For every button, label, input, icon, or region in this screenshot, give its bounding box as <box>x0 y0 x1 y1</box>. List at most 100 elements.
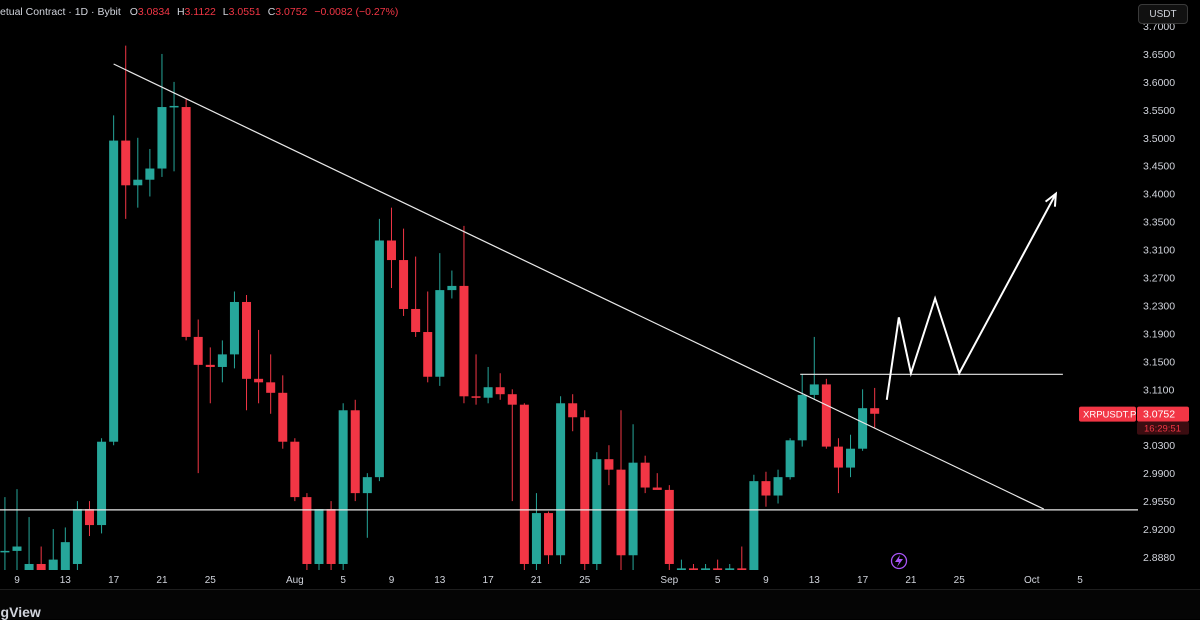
brand-logo-text: ngView <box>0 604 41 620</box>
candle-body <box>314 509 324 564</box>
price-tick-label: 3.6000 <box>1143 77 1175 89</box>
high-label: H <box>176 6 185 18</box>
candle-body <box>229 301 239 355</box>
time-tick-label: 17 <box>483 575 495 586</box>
candle-body <box>242 301 252 379</box>
time-tick-label: 17 <box>857 575 869 586</box>
close-label: C <box>267 6 276 18</box>
projection-path <box>885 193 1057 400</box>
symbol-title: etual Contract · 1D · Bybit <box>0 6 121 18</box>
candle-body <box>193 336 203 365</box>
candle-body <box>640 462 650 488</box>
low-value: 3.0551 <box>228 6 261 18</box>
candle-body <box>302 497 312 564</box>
symbol-label: XRPUSDT.P <box>1083 410 1136 421</box>
candle-body <box>519 404 529 564</box>
candle-body <box>809 384 819 395</box>
price-tick-label: 3.5500 <box>1143 105 1175 117</box>
candle-body <box>84 509 94 526</box>
time-tick-label: 13 <box>60 575 72 586</box>
time-tick-label: 13 <box>809 575 821 586</box>
last-price-value: 3.0752 <box>1143 409 1175 421</box>
time-tick-label: 9 <box>14 575 20 586</box>
candle-body <box>36 563 46 570</box>
close-value: 3.0752 <box>275 6 308 18</box>
change-value: −0.0082 (−0.27%) <box>314 6 399 18</box>
candle-body <box>676 568 686 570</box>
time-tick-label: 5 <box>1077 575 1083 586</box>
candle-body <box>435 290 445 377</box>
candle-body <box>592 459 602 564</box>
price-tick-label: 3.6500 <box>1143 49 1175 61</box>
lightning-icon <box>890 552 908 570</box>
candle-body <box>773 477 783 496</box>
candle-body <box>725 568 735 570</box>
candle-body <box>737 568 747 570</box>
price-tick-label: 3.7000 <box>1143 21 1175 33</box>
price-tick-label: 3.1500 <box>1143 356 1175 368</box>
candle-body <box>483 387 493 398</box>
candle-body <box>531 513 541 564</box>
candle-body <box>109 140 119 442</box>
candle-body <box>495 387 505 395</box>
candle-body <box>48 559 58 570</box>
candle-body <box>362 477 372 494</box>
candle-body <box>556 403 566 556</box>
candle-body <box>580 417 590 564</box>
candle-body <box>386 240 396 261</box>
candle-body <box>399 260 409 309</box>
time-tick-label: 25 <box>579 575 591 586</box>
currency-button[interactable]: USDT <box>1138 4 1188 24</box>
candle-body <box>181 107 191 337</box>
high-value: 3.1122 <box>184 6 216 18</box>
price-tick-label: 3.0300 <box>1143 440 1175 452</box>
low-label: L <box>222 6 229 18</box>
price-tick-label: 3.5000 <box>1143 133 1175 145</box>
candle-body <box>761 481 771 496</box>
candle-body <box>72 509 82 564</box>
candle-body <box>604 459 614 470</box>
candle-body <box>568 403 578 418</box>
projection-arrow-icon <box>1044 191 1058 207</box>
price-tick-label: 3.4500 <box>1143 161 1175 173</box>
candle-body <box>133 179 143 186</box>
time-tick-label: 21 <box>531 575 543 586</box>
candle-body <box>326 509 336 564</box>
candle-body <box>278 392 288 442</box>
candle-body <box>350 410 360 494</box>
candle-body <box>169 105 179 108</box>
candle-body <box>423 332 433 377</box>
time-tick-label: 5 <box>340 575 346 586</box>
price-tick-label: 3.1900 <box>1143 328 1175 340</box>
price-tick-label: 3.3500 <box>1143 217 1175 229</box>
candle-body <box>12 546 22 551</box>
price-tick-label: 2.9200 <box>1143 524 1175 536</box>
time-tick-label: Oct <box>1024 575 1040 586</box>
open-label: O <box>129 6 138 18</box>
candle-body <box>688 568 698 570</box>
candle-body <box>459 285 469 397</box>
time-tick-label: 9 <box>763 575 769 586</box>
countdown-value: 16:29:51 <box>1144 424 1181 435</box>
descending-trendline <box>113 63 1045 510</box>
candlestick-chart[interactable]: 3.7000 3.6500 3.6000 3.5500 3.5000 3.4500 3.40… <box>0 0 1200 590</box>
candle-body <box>411 308 421 333</box>
candle-body <box>785 440 795 478</box>
candle-body <box>254 378 264 383</box>
candle-body <box>266 382 276 393</box>
candle-body <box>858 408 868 449</box>
candle-body <box>507 394 517 405</box>
time-tick-label: 25 <box>954 575 966 586</box>
time-tick-label: 21 <box>905 575 917 586</box>
candle-body <box>713 568 723 570</box>
candle-body <box>616 469 626 556</box>
bottom-toolbar <box>0 589 1200 619</box>
candle-body <box>24 563 34 570</box>
candle-body <box>846 448 856 468</box>
price-tick-label: 3.2700 <box>1143 273 1175 285</box>
candle-body <box>290 441 300 498</box>
candle-body <box>544 513 554 556</box>
time-tick-label: 21 <box>156 575 168 586</box>
candle-body <box>652 487 662 490</box>
symbol-tag <box>1079 406 1136 422</box>
